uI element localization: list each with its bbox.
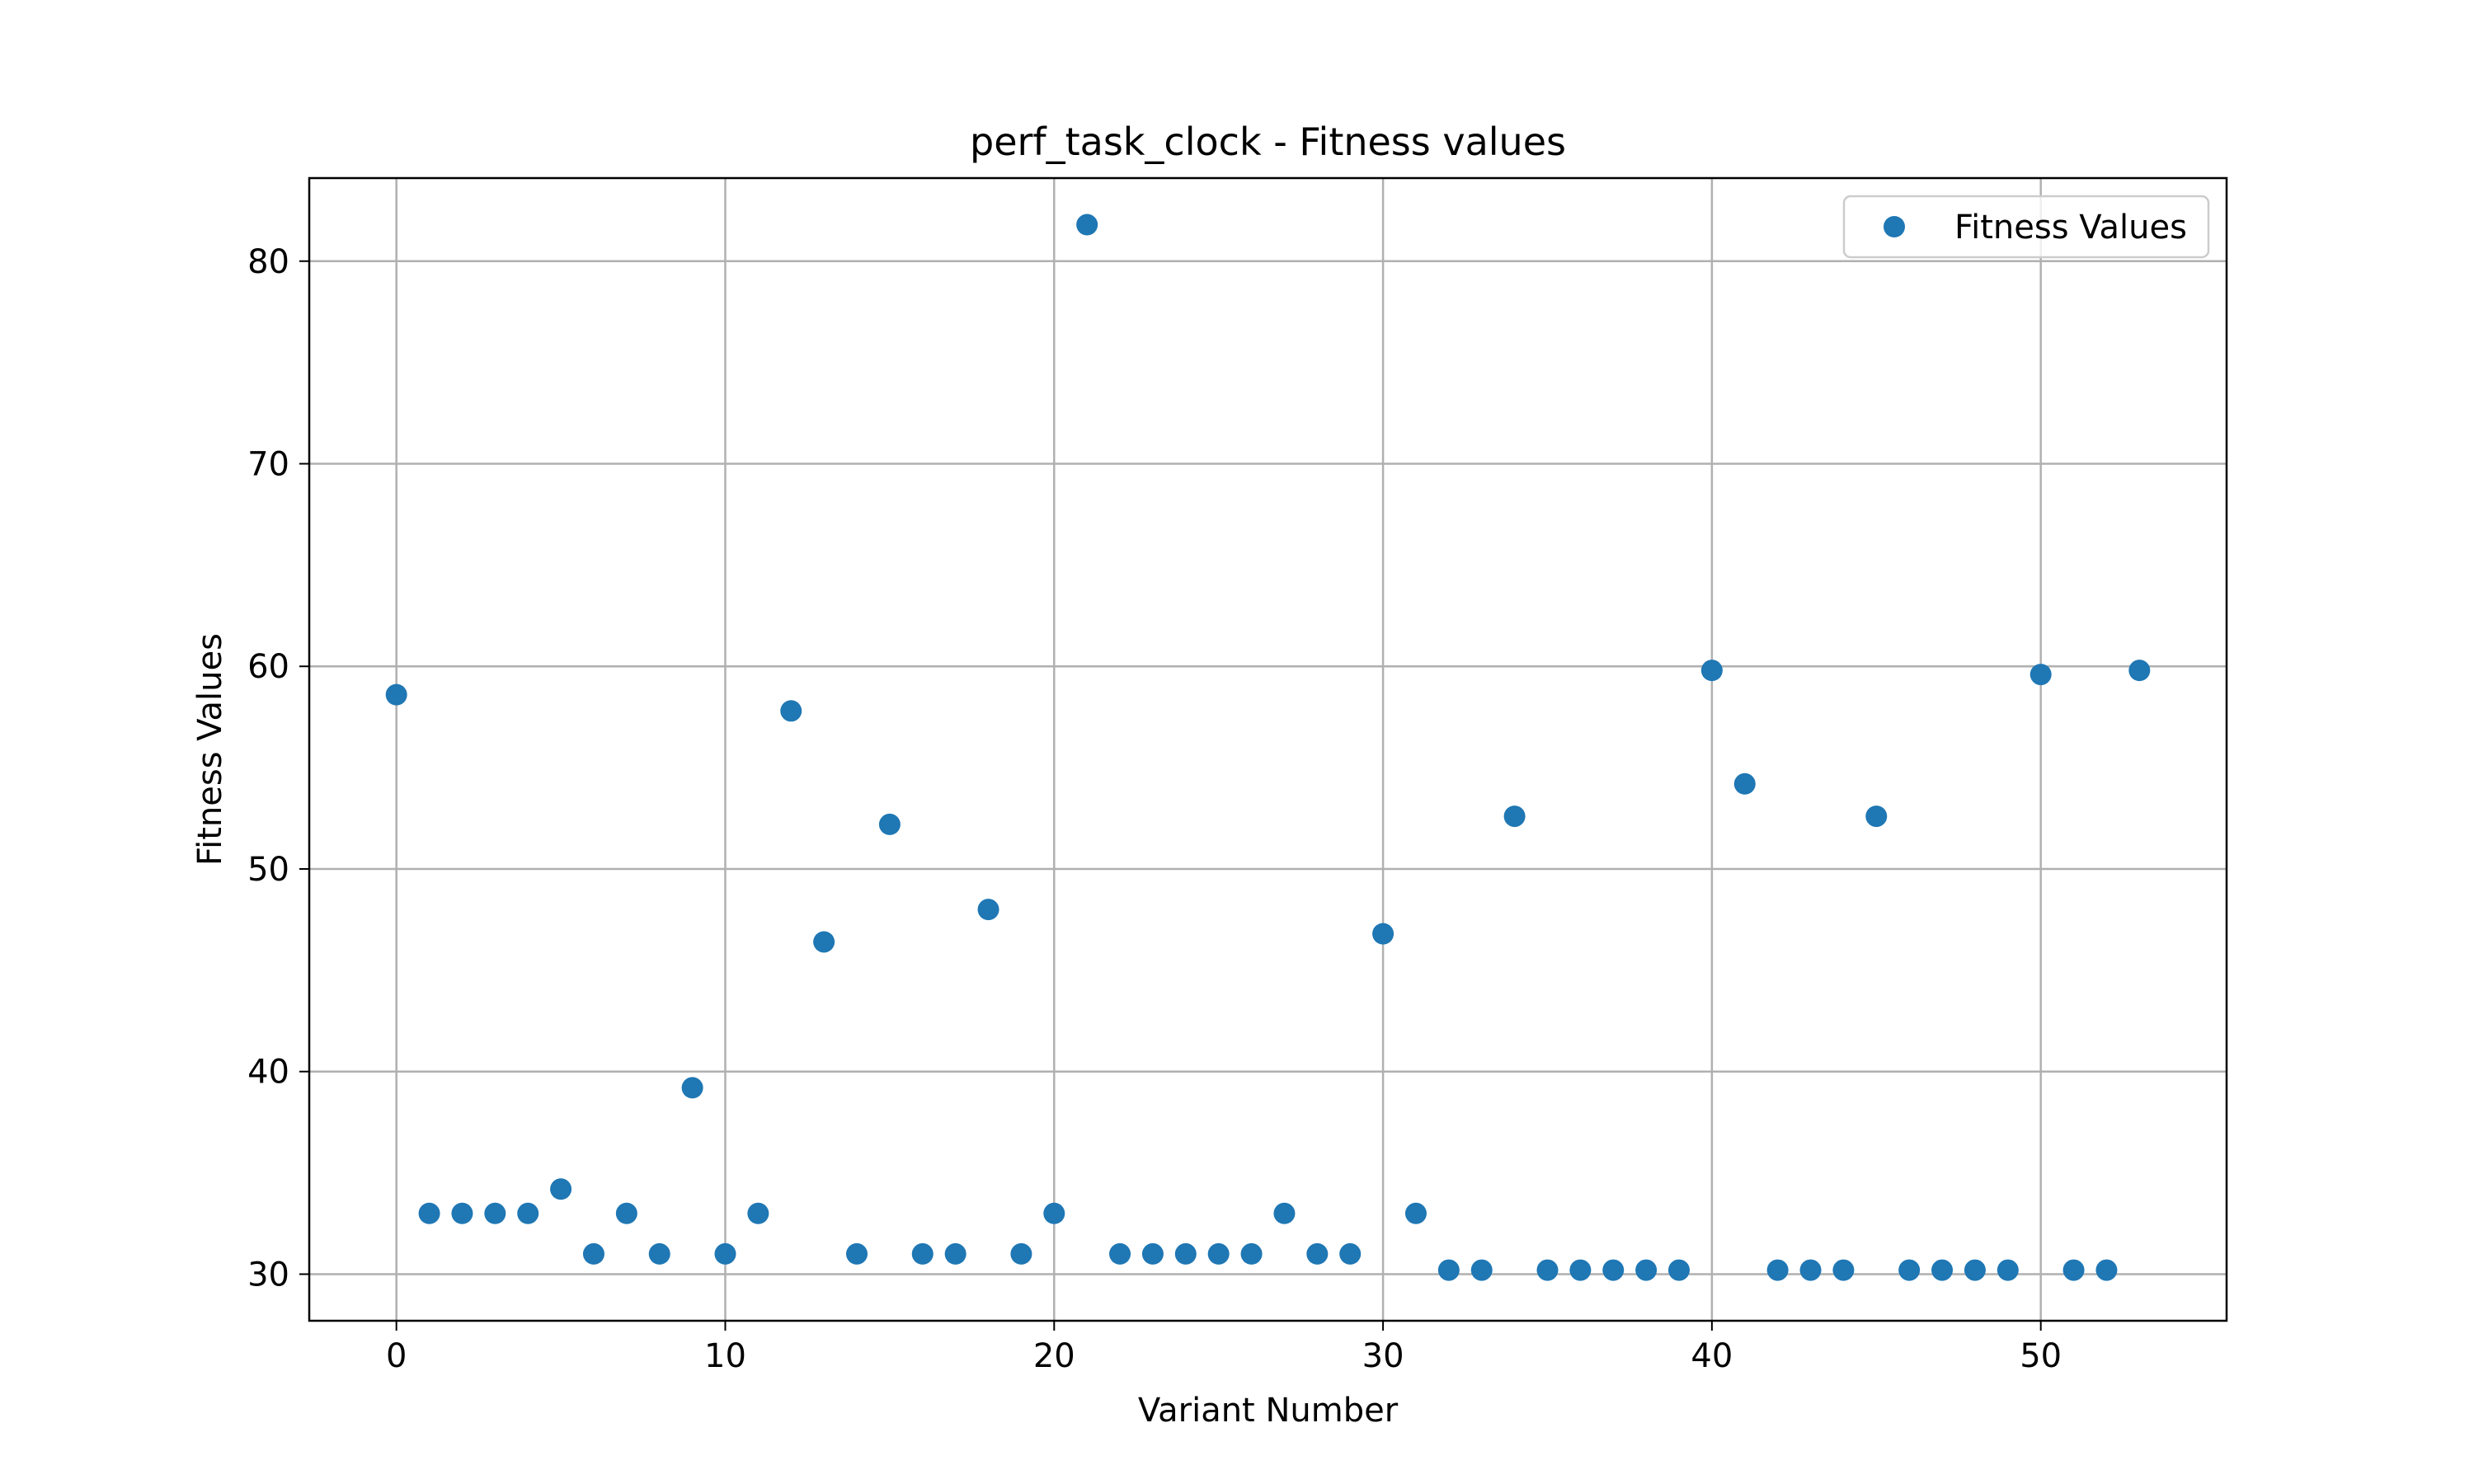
data-point [1602, 1259, 1625, 1281]
data-point [385, 683, 407, 706]
x-tick-label: 30 [1362, 1337, 1404, 1375]
data-point [846, 1242, 868, 1265]
data-point [1273, 1202, 1296, 1224]
data-point [615, 1202, 637, 1224]
data-point [1700, 660, 1723, 682]
data-point [1372, 923, 1395, 945]
y-tick-label: 70 [247, 446, 289, 484]
data-point [1964, 1259, 1986, 1281]
data-point [582, 1242, 604, 1265]
data-point [681, 1077, 703, 1099]
data-point [780, 700, 802, 722]
legend: Fitness Values [1842, 195, 2210, 259]
data-point [1635, 1259, 1658, 1281]
data-point [1339, 1242, 1362, 1265]
data-point [1766, 1259, 1789, 1281]
data-point [517, 1202, 539, 1224]
data-point [2095, 1259, 2118, 1281]
data-point [550, 1178, 572, 1200]
plot-area [309, 178, 2227, 1321]
data-point [1470, 1259, 1493, 1281]
data-point [2030, 664, 2052, 686]
legend-box [1842, 195, 2210, 259]
y-tick-label: 80 [247, 243, 289, 281]
data-point [1733, 773, 1756, 795]
data-point [1667, 1259, 1690, 1281]
data-point [1010, 1242, 1032, 1265]
data-point [944, 1242, 967, 1265]
data-point [747, 1202, 769, 1224]
data-point [648, 1242, 670, 1265]
data-point [1437, 1259, 1460, 1281]
data-point [714, 1242, 736, 1265]
x-tick-label: 50 [2020, 1337, 2062, 1375]
data-point [1503, 805, 1526, 828]
data-point [1931, 1259, 1954, 1281]
data-point [418, 1202, 440, 1224]
y-tick-label: 40 [247, 1054, 289, 1092]
x-tick-label: 20 [1033, 1337, 1075, 1375]
data-point [2128, 660, 2151, 682]
data-point [1076, 214, 1098, 236]
legend-marker [1884, 216, 1905, 237]
y-axis-label: Fitness Values [191, 633, 229, 866]
chart-title: perf_task_clock - Fitness values [970, 120, 1566, 164]
data-point [911, 1242, 934, 1265]
x-tick-label: 10 [704, 1337, 746, 1375]
data-point [1799, 1259, 1822, 1281]
data-point [1174, 1242, 1197, 1265]
data-point [1306, 1242, 1329, 1265]
axis-ticks: 0 10 20 30 40 50 30 40 50 60 70 80 [247, 243, 2062, 1375]
data-point [1569, 1259, 1592, 1281]
data-point [2062, 1259, 2085, 1281]
data-point [1832, 1259, 1855, 1281]
x-tick-label: 0 [386, 1337, 407, 1375]
data-point [813, 931, 835, 953]
y-tick-label: 60 [247, 648, 289, 686]
data-point [878, 813, 901, 835]
data-point [451, 1202, 473, 1224]
data-point [1141, 1242, 1164, 1265]
x-tick-label: 40 [1691, 1337, 1733, 1375]
data-points [385, 214, 2151, 1281]
data-point [1865, 805, 1888, 828]
data-point [1997, 1259, 2019, 1281]
data-point [1207, 1242, 1230, 1265]
data-point [1043, 1202, 1065, 1224]
plot-frame [308, 176, 2228, 1322]
data-point [977, 899, 999, 921]
x-axis-label: Variant Number [1138, 1392, 1399, 1430]
data-point [484, 1202, 506, 1224]
data-point [1898, 1259, 1921, 1281]
data-point [1536, 1259, 1559, 1281]
data-point [1240, 1242, 1263, 1265]
data-point [1404, 1202, 1427, 1224]
y-tick-label: 50 [247, 851, 289, 889]
data-point [1109, 1242, 1131, 1265]
y-tick-label: 30 [247, 1256, 289, 1294]
legend-label: Fitness Values [1954, 209, 2187, 247]
